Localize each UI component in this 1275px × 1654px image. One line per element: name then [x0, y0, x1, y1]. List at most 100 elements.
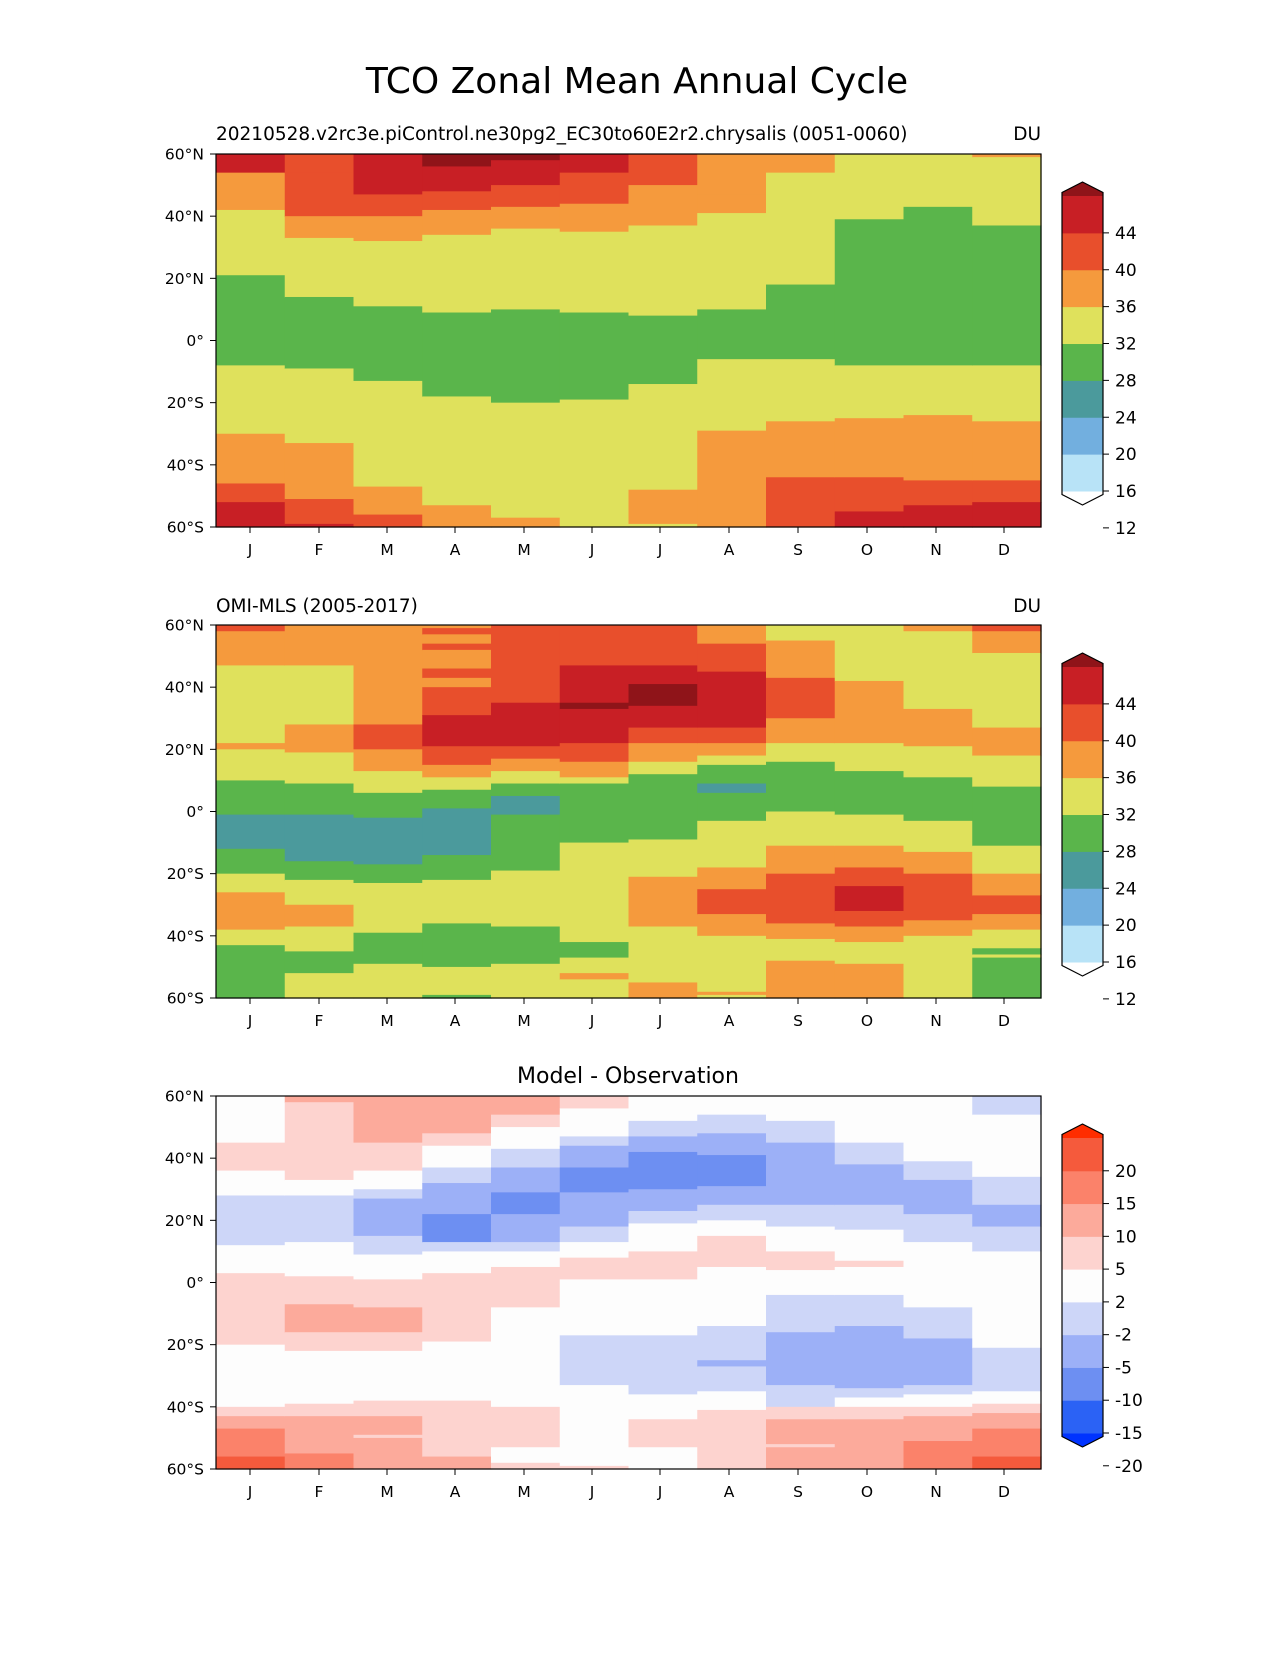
heatmap-cell-2-0-2	[216, 1170, 286, 1197]
heatmap-cell-2-5-4	[559, 1167, 630, 1193]
x-tick-label: D	[998, 1012, 1010, 1030]
y-tick-label: 60°N	[165, 617, 204, 635]
heatmap-cell-2-8-1	[766, 1120, 836, 1144]
colorbar-label: 32	[1115, 335, 1137, 355]
heatmap-cell-0-1-4	[284, 296, 355, 370]
heatmap-cell-1-9-7	[834, 886, 905, 912]
heatmap-cell-0-6-6	[628, 523, 698, 528]
heatmap-cell-1-3-7	[422, 687, 492, 716]
heatmap-cell-1-10-5	[903, 820, 973, 853]
heatmap-cell-1-3-0	[422, 625, 492, 629]
heatmap-cell-0-7-3	[697, 309, 767, 360]
heatmap-cell-2-4-12	[491, 1447, 561, 1464]
colorbar-extend-high	[1062, 1124, 1103, 1138]
colorbar-label: -10	[1115, 1391, 1143, 1411]
heatmap-cell-2-7-11	[697, 1366, 767, 1392]
heatmap-cell-2-3-11	[422, 1413, 492, 1458]
heatmap-cell-1-4-3	[491, 746, 561, 760]
heatmap-cell-1-7-6	[697, 764, 767, 785]
heatmap-cell-0-5-2	[559, 203, 630, 233]
heatmap-cell-1-3-9	[422, 746, 492, 766]
heatmap-cell-1-10-2	[903, 708, 973, 747]
heatmap-cell-0-4-5	[491, 309, 561, 404]
x-tick-label: J	[247, 541, 253, 559]
heatmap-cell-2-9-6	[834, 1266, 905, 1296]
heatmap-cell-1-5-8	[559, 842, 630, 943]
heatmap-cell-2-6-6	[628, 1223, 698, 1253]
heatmap-cell-0-8-0	[766, 154, 836, 174]
x-tick-label: D	[998, 541, 1010, 559]
heatmap-cell-2-2-2	[353, 1170, 423, 1190]
x-tick-label: J	[657, 541, 663, 559]
heatmap-cell-1-11-11	[972, 948, 1042, 956]
heatmap-cell-2-4-1	[491, 1114, 561, 1128]
panel-model-heatmap: 60°N 40°N 20°N 0° 20°S 40°S 60°S J F M A M J J A S O N D	[165, 146, 1042, 559]
heatmap-cell-1-11-13	[972, 957, 1042, 999]
heatmap-cell-0-4-6	[491, 402, 561, 519]
heatmap-cell-2-3-7	[422, 1251, 492, 1274]
heatmap-cell-1-7-5	[697, 755, 767, 766]
colorbar-extend-high	[1062, 182, 1103, 196]
heatmap-cell-2-11-0	[972, 1096, 1042, 1116]
x-tick-label: M	[517, 541, 530, 559]
heatmap-cell-0-0-0	[216, 154, 286, 174]
panel-model-colorbar: 44 40 36 32 28 24 20 16 12	[1061, 181, 1137, 539]
heatmap-cell-2-5-1	[559, 1108, 630, 1137]
heatmap-cell-0-11-2	[972, 225, 1042, 366]
heatmap-cell-1-1-11	[284, 973, 355, 999]
heatmap-cell-2-3-0	[422, 1096, 492, 1134]
heatmap-cell-2-6-1	[628, 1120, 698, 1138]
heatmap-cell-1-3-5	[422, 668, 492, 679]
heatmap-cell-0-1-5	[284, 368, 355, 444]
heatmap-cell-2-5-0	[559, 1096, 630, 1110]
heatmap-cell-1-2-3	[353, 771, 423, 794]
y-tick-label: 40°N	[165, 679, 204, 697]
panel-obs-heatmap: 60°N 40°N 20°N 0° 20°S 40°S 60°S J F M A M J J A S O N D	[165, 617, 1042, 1030]
heatmap-cell-0-3-3	[422, 209, 492, 236]
heatmap-cell-2-9-8	[834, 1326, 905, 1389]
heatmap-cell-2-6-9	[628, 1335, 698, 1395]
heatmap-cell-2-6-12	[628, 1447, 698, 1470]
heatmap-cell-1-9-11	[834, 963, 905, 999]
heatmap-cell-1-0-10	[216, 929, 286, 946]
heatmap-cell-2-4-10	[491, 1307, 561, 1408]
colorbar-label: -5	[1115, 1358, 1132, 1378]
heatmap-cell-1-3-10	[422, 764, 492, 778]
colorbar-outline	[1061, 1123, 1104, 1448]
heatmap-cell-1-1-4	[284, 783, 355, 816]
heatmap-cell-1-3-2	[422, 634, 492, 645]
heatmap-cell-0-4-7	[491, 517, 561, 528]
heatmap-cell-0-4-3	[491, 206, 561, 230]
panel-model-title: 20210528.v2rc3e.piControl.ne30pg2_EC30to…	[216, 124, 907, 145]
heatmap-cell-2-9-5	[834, 1260, 905, 1268]
heatmap-cell-1-8-11	[766, 960, 836, 999]
heatmap-cell-1-9-1	[834, 680, 905, 744]
heatmap-cell-2-7-13	[697, 1409, 767, 1470]
heatmap-cell-1-6-9	[628, 876, 698, 928]
colorbar-segment	[1062, 1367, 1103, 1401]
heatmap-cell-1-11-4	[972, 755, 1042, 788]
heatmap-cell-1-2-2	[353, 749, 423, 772]
heatmap-cell-2-7-2	[697, 1133, 767, 1156]
heatmap-cell-1-3-12	[422, 789, 492, 809]
colorbar-label: 15	[1115, 1195, 1137, 1215]
heatmap-cell-0-3-0	[422, 154, 492, 168]
heatmap-cell-2-5-5	[559, 1192, 630, 1228]
heatmap-cell-0-9-4	[834, 477, 905, 513]
heatmap-cell-0-9-5	[834, 511, 905, 528]
heatmap-cell-1-6-11	[628, 982, 698, 999]
heatmap-cell-1-3-8	[422, 715, 492, 747]
heatmap-cell-2-7-1	[697, 1114, 767, 1134]
y-tick-label: 40°S	[167, 456, 204, 474]
heatmap-cell-2-8-4	[766, 1226, 836, 1253]
x-tick-label: A	[724, 541, 735, 559]
colorbar-label: 20	[1115, 1162, 1137, 1182]
heatmap-cell-2-4-3	[491, 1148, 561, 1169]
x-tick-label: M	[380, 1012, 393, 1030]
heatmap-cell-0-2-1	[353, 194, 423, 217]
heatmap-cell-2-7-7	[697, 1235, 767, 1268]
x-tick-label: J	[589, 541, 595, 559]
heatmap-cell-1-3-1	[422, 628, 492, 635]
heatmap-cell-1-7-1	[697, 643, 767, 673]
heatmap-cell-0-6-3	[628, 315, 698, 385]
